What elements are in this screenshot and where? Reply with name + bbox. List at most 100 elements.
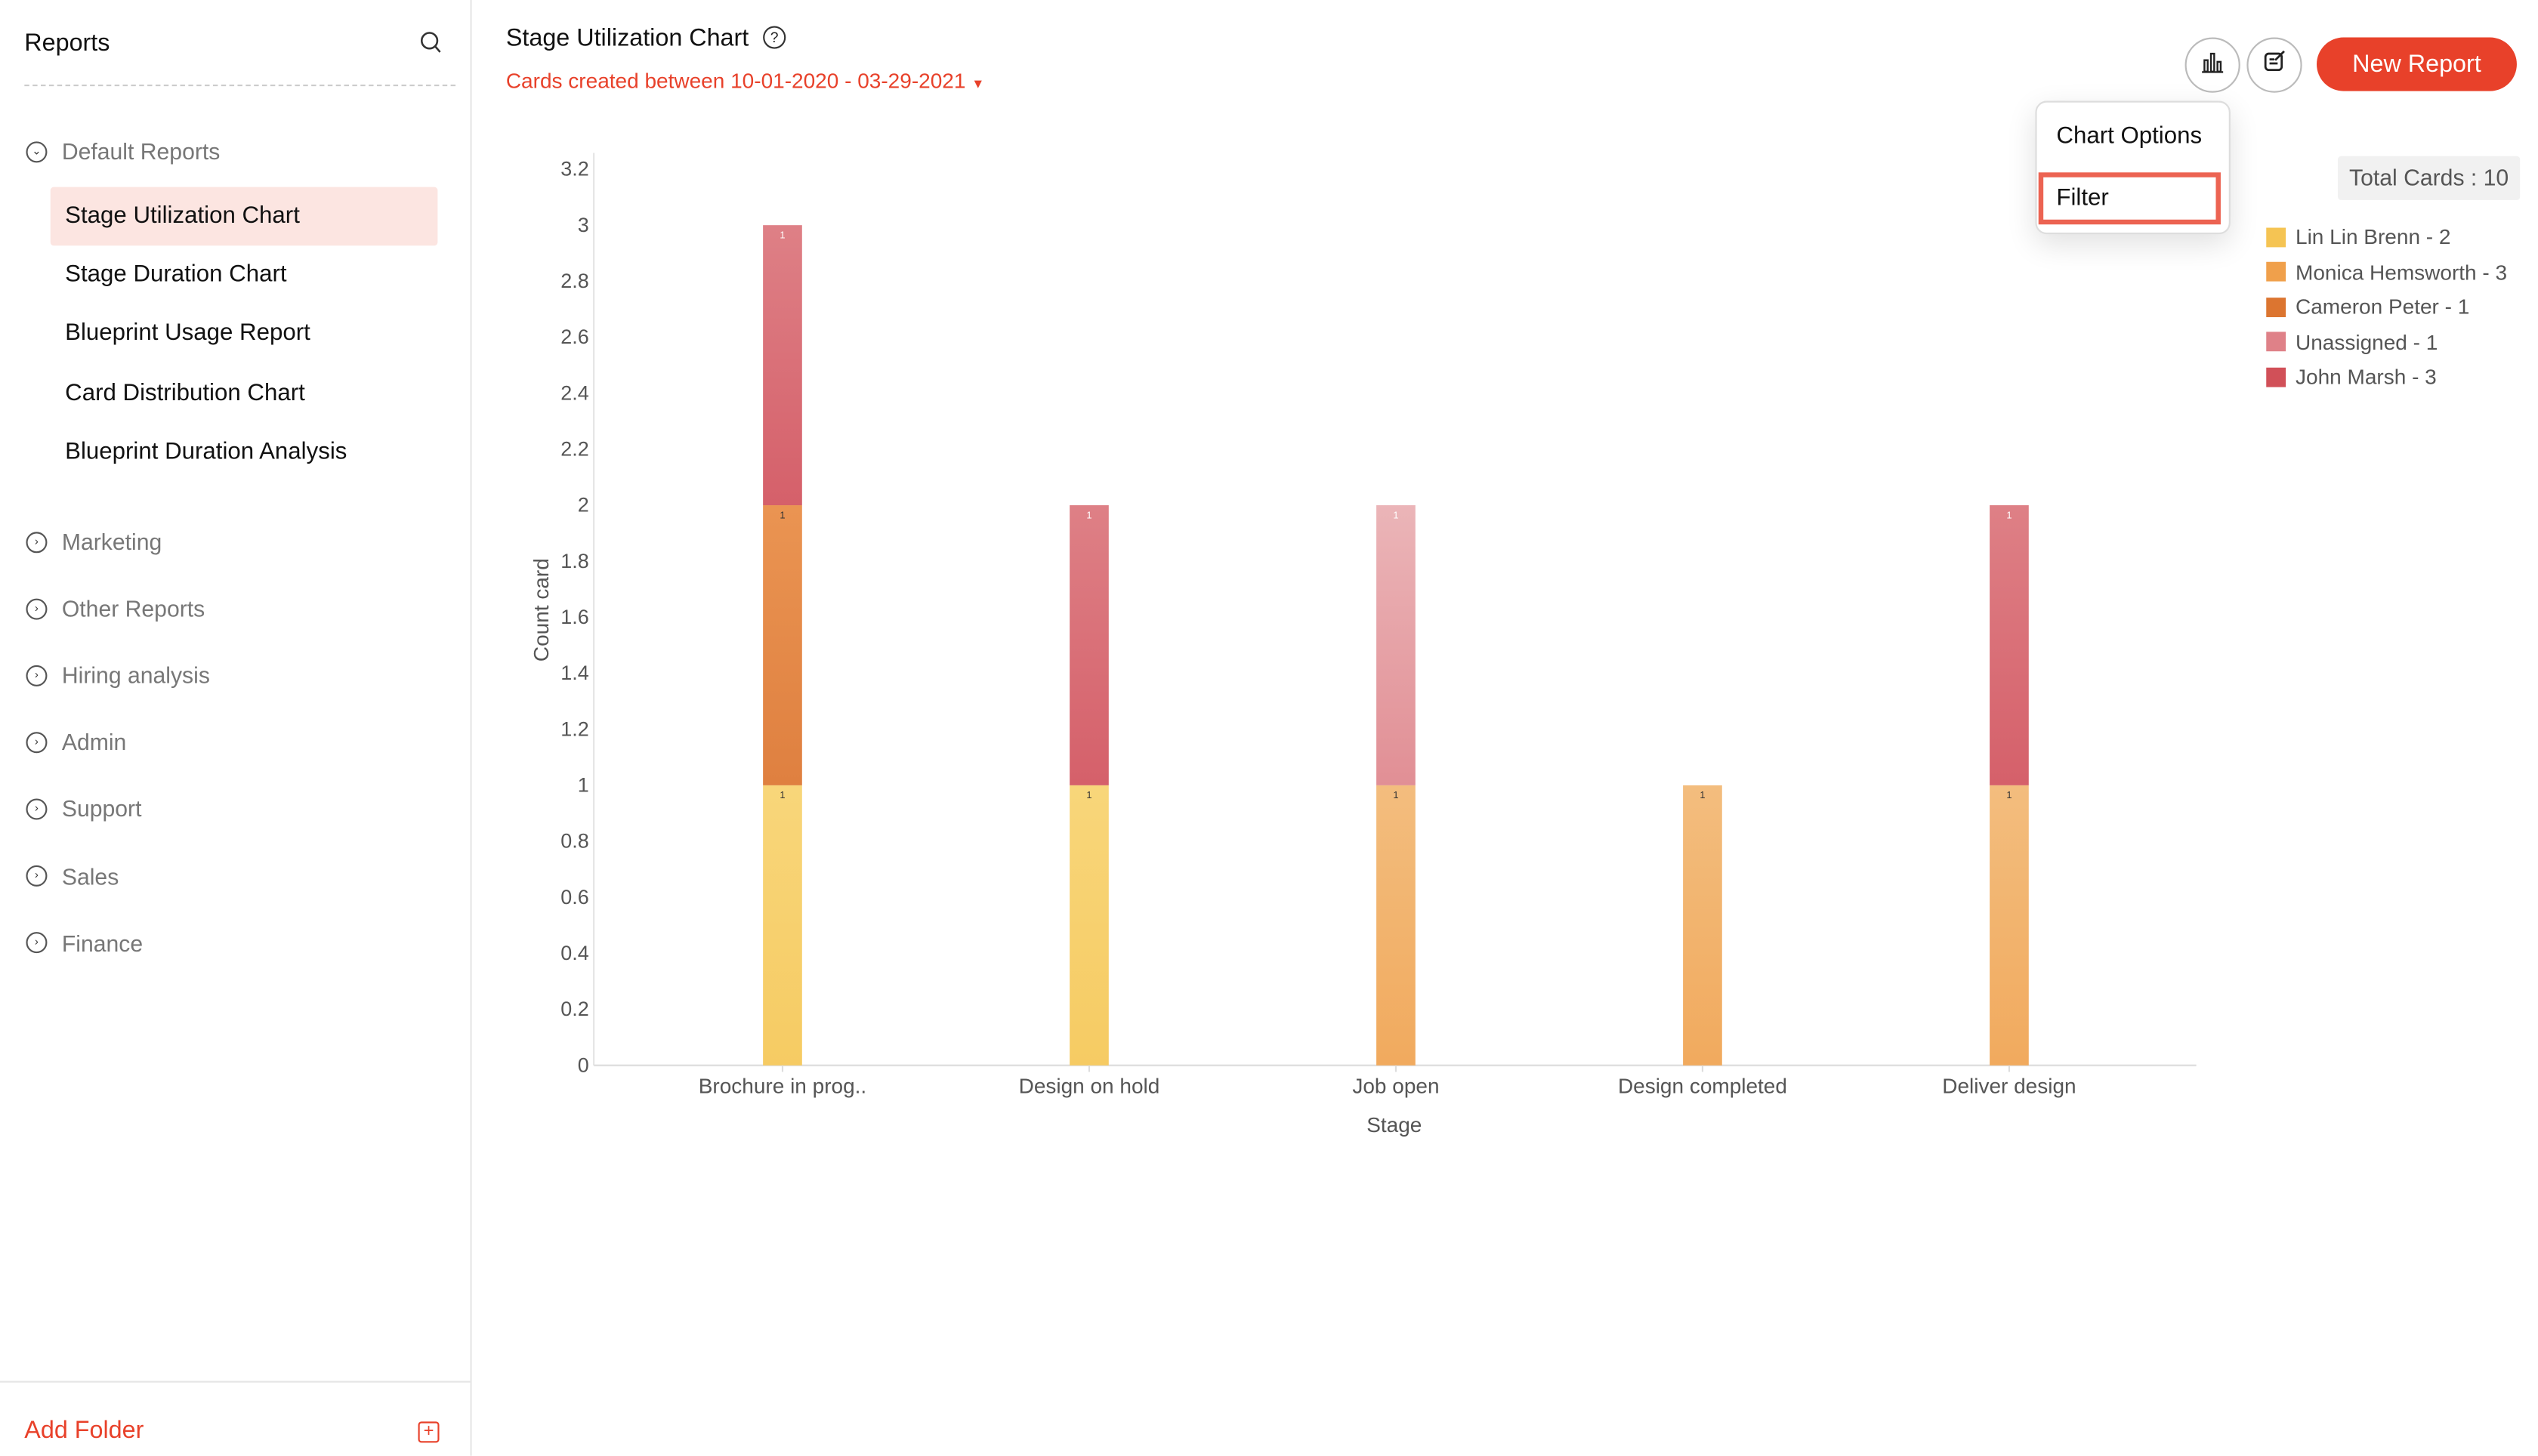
sidebar-item[interactable]: Stage Duration Chart [65, 262, 287, 288]
chevron-right-icon: › [26, 798, 48, 820]
legend-swatch [2266, 297, 2286, 317]
data-label: 1 [780, 789, 785, 800]
sidebar-item[interactable]: Blueprint Duration Analysis [65, 439, 347, 465]
chevron-right-icon: › [26, 731, 48, 753]
legend-item[interactable]: Unassigned - 1 [2266, 325, 2507, 359]
data-label: 1 [780, 509, 785, 520]
legend-swatch [2266, 262, 2286, 282]
legend-item[interactable]: Lin Lin Brenn - 2 [2266, 220, 2507, 254]
bar-segment [1683, 785, 1722, 1066]
add-folder-link[interactable]: Add Folder [24, 1416, 144, 1445]
legend-item[interactable]: John Marsh - 3 [2266, 359, 2507, 394]
legend-item[interactable]: Monica Hemsworth - 3 [2266, 254, 2507, 289]
folder-label: Admin [61, 729, 127, 756]
folder-label: Other Reports [61, 595, 205, 622]
page-title: Stage Utilization Chart [505, 24, 749, 52]
legend-label: John Marsh - 3 [2296, 364, 2437, 390]
y-tick-label: 3.2 [560, 158, 588, 180]
date-range-filter[interactable]: Cards created between 10-01-2020 - 03-29… [506, 68, 984, 92]
folder-item[interactable]: › Sales [26, 863, 119, 889]
highlight-box [2038, 172, 2221, 225]
legend-swatch [2266, 332, 2286, 352]
folder-item[interactable]: › Finance [26, 930, 144, 956]
bar-segment [1990, 785, 2029, 1066]
edit-icon [2262, 49, 2286, 82]
divider [24, 84, 456, 87]
y-tick-label: 0.4 [560, 942, 588, 964]
chart-type-button[interactable] [2184, 37, 2240, 93]
y-tick-label: 0.2 [560, 998, 588, 1020]
bar-segment [763, 785, 802, 1066]
chart-legend: Lin Lin Brenn - 2 Monica Hemsworth - 3 Cam… [2266, 220, 2507, 395]
search-icon[interactable] [420, 31, 443, 63]
x-tick-label: Brochure in prog.. [699, 1074, 866, 1097]
bar-chart-icon [2201, 50, 2224, 81]
folder-label: Support [61, 796, 142, 822]
data-label: 1 [1086, 789, 1091, 800]
menu-item-chart-options[interactable]: Chart Options [2056, 123, 2203, 150]
x-tick-label: Design completed [1618, 1074, 1787, 1097]
data-label: 1 [1393, 509, 1398, 520]
y-axis-label: Count card [530, 558, 553, 662]
folder-item[interactable]: › Admin [26, 730, 126, 755]
data-label: 1 [1700, 789, 1705, 800]
y-tick-label: 1.2 [560, 717, 588, 740]
y-tick-label: 3 [578, 214, 589, 236]
folder-label: Hiring analysis [61, 662, 210, 689]
y-tick-label: 2.6 [560, 325, 588, 348]
folder-label: Finance [61, 930, 144, 956]
y-tick-label: 1 [578, 773, 589, 796]
folder-item[interactable]: › Support [26, 796, 141, 822]
sidebar-item[interactable]: Card Distribution Chart [65, 380, 305, 406]
bar-segment [763, 505, 802, 785]
folder-item[interactable]: › Other Reports [26, 595, 205, 622]
chart-options-menu: Chart Options Filter [2035, 100, 2231, 235]
folder-label: Default Reports [61, 138, 221, 165]
new-report-button[interactable]: New Report [2317, 37, 2517, 91]
folder-item[interactable]: › Hiring analysis [26, 662, 210, 689]
x-tick-label: Job open [1352, 1074, 1439, 1097]
bar-segment [763, 225, 802, 506]
y-tick-label: 0.8 [560, 830, 588, 853]
help-icon[interactable]: ? [763, 26, 786, 49]
folder-item[interactable]: › Marketing [26, 529, 162, 554]
sidebar-item[interactable]: Stage Utilization Chart [50, 187, 438, 246]
bar-segment [1376, 785, 1416, 1066]
legend-label: Cameron Peter - 1 [2296, 295, 2470, 319]
bar-segment [1376, 505, 1416, 785]
chevron-right-icon: › [26, 932, 48, 954]
legend-label: Lin Lin Brenn - 2 [2296, 224, 2451, 250]
sidebar-title: Reports [24, 29, 110, 57]
chevron-down-icon: ⌄ [26, 140, 48, 162]
y-tick-label: 1.6 [560, 606, 588, 628]
sidebar-item[interactable]: Blueprint Usage Report [65, 321, 310, 347]
y-tick-label: 2.4 [560, 381, 588, 404]
data-label: 1 [2006, 509, 2012, 520]
folder-label: Sales [61, 862, 119, 890]
divider [0, 1380, 471, 1383]
data-label: 1 [1086, 509, 1091, 520]
y-tick-label: 2 [578, 494, 589, 517]
x-axis-label: Stage [1366, 1113, 1422, 1137]
total-cards-badge: Total Cards : 10 [2338, 156, 2521, 200]
plus-icon[interactable]: + [418, 1421, 440, 1443]
edit-report-button[interactable] [2246, 37, 2302, 93]
date-range-label: Cards created between 10-01-2020 - 03-29… [505, 68, 966, 93]
x-tick-label: Design on hold [1019, 1074, 1160, 1097]
caret-down-icon: ▼ [971, 76, 985, 91]
legend-swatch [2266, 227, 2286, 247]
legend-item[interactable]: Cameron Peter - 1 [2266, 289, 2507, 324]
legend-swatch [2266, 367, 2286, 387]
bar-segment [1070, 785, 1109, 1066]
sidebar: Reports ⌄ Default Reports Stage Utilizat… [0, 0, 472, 1456]
chevron-right-icon: › [26, 597, 48, 619]
bar-segment [1990, 505, 2029, 785]
data-label: 1 [1393, 789, 1398, 800]
data-label: 1 [780, 229, 785, 240]
y-tick-label: 1.4 [560, 662, 588, 684]
data-label: 1 [2006, 789, 2012, 800]
y-tick-label: 0 [578, 1053, 589, 1076]
menu-item-filter[interactable]: Filter [2056, 185, 2109, 211]
folder-default-reports[interactable]: ⌄ Default Reports [26, 138, 221, 165]
